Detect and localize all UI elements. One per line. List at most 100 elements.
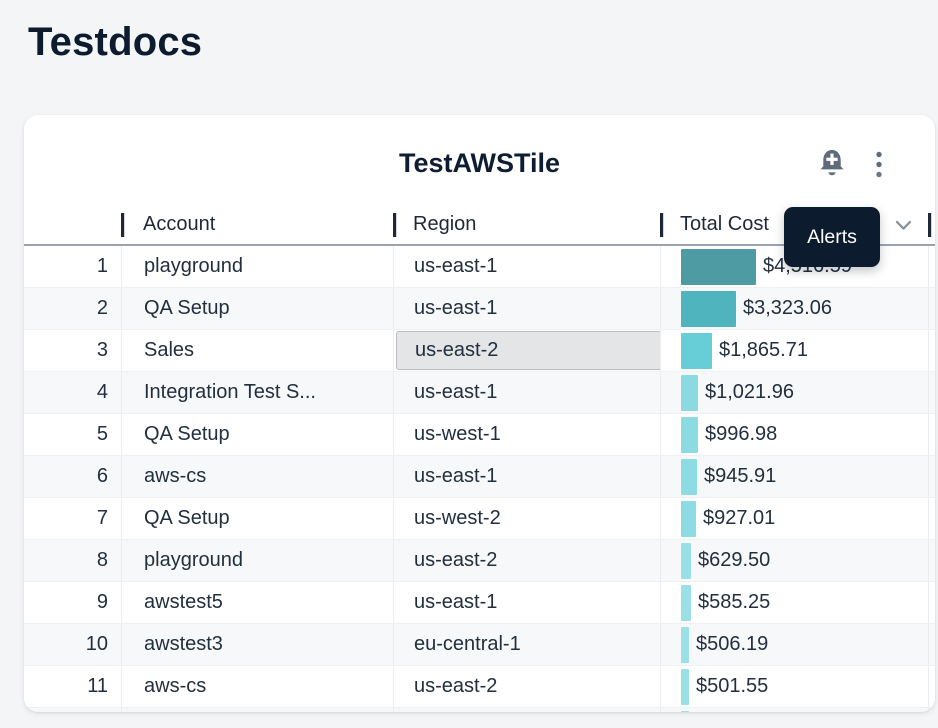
region-cell[interactable]: us-east-1: [393, 582, 660, 623]
region-cell-value: us-east-1: [414, 465, 498, 487]
total-cost-cell[interactable]: $629.50: [660, 540, 928, 581]
region-cell[interactable]: us-east-1: [393, 288, 660, 329]
cost-bar: [681, 458, 697, 495]
tile-menu-button[interactable]: [871, 150, 887, 180]
table-row: 2 QA Setup us-east-1 $3,323.06: [24, 288, 935, 330]
table-row: 1 playground us-east-1 $4,516.59: [24, 246, 935, 288]
total-cost-cell[interactable]: $945.91: [660, 456, 928, 497]
total-cost-cell[interactable]: $3,323.06: [660, 288, 928, 329]
cost-value: $1,865.71: [719, 339, 808, 361]
extra-column-sliver: [928, 624, 935, 665]
account-cell[interactable]: awstest5: [121, 582, 393, 623]
bell-plus-icon: [820, 150, 844, 176]
region-cell[interactable]: us-west-1: [393, 414, 660, 455]
account-cell[interactable]: aws-cs: [121, 456, 393, 497]
account-cell[interactable]: playground: [121, 540, 393, 581]
region-cell[interactable]: [393, 708, 660, 712]
cost-value: $927.01: [703, 507, 776, 529]
account-cell[interactable]: QA Setup: [121, 414, 393, 455]
cost-value: $945.91: [704, 465, 777, 487]
account-cell[interactable]: QA Setup: [121, 498, 393, 539]
total-cost-cell[interactable]: $501.55: [660, 666, 928, 707]
region-cell-value: us-west-1: [414, 423, 501, 445]
row-number-cell: 8: [96, 549, 108, 571]
chevron-down-icon: [895, 220, 912, 230]
region-cell-value: us-east-2: [414, 549, 498, 571]
row-number-cell: 11: [87, 675, 108, 697]
tile-title: TestAWSTile: [398, 148, 561, 178]
extra-column-sliver: [928, 330, 935, 371]
region-cell-value: us-east-1: [414, 297, 498, 319]
total-cost-cell[interactable]: $1,021.96: [660, 372, 928, 413]
table-row: 4 Integration Test S... us-east-1 $1,021…: [24, 372, 935, 414]
cost-bar: [681, 542, 691, 579]
row-number-cell: 1: [96, 255, 108, 277]
account-cell[interactable]: awstest3: [121, 624, 393, 665]
region-cell[interactable]: us-east-1: [393, 372, 660, 413]
account-cell[interactable]: Integration Test S...: [121, 372, 393, 413]
account-cell[interactable]: QA Setup: [121, 288, 393, 329]
cost-bar: [681, 500, 696, 537]
extra-column-sliver: [928, 456, 935, 497]
extra-column-sliver: [928, 372, 935, 413]
region-cell-value: [394, 708, 660, 712]
total-cost-cell[interactable]: $996.98: [660, 414, 928, 455]
table-row: 7 QA Setup us-west-2 $927.01: [24, 498, 935, 540]
region-cell[interactable]: us-east-2: [393, 330, 660, 371]
account-cell[interactable]: playground: [121, 246, 393, 287]
region-cell[interactable]: us-east-1: [393, 456, 660, 497]
header-row-number: [24, 205, 121, 244]
table-row: 10 awstest3 eu-central-1 $506.19: [24, 624, 935, 666]
table-row: 6 aws-cs us-east-1 $945.91: [24, 456, 935, 498]
alerts-button[interactable]: [816, 148, 848, 182]
row-number-cell: 6: [96, 465, 108, 487]
table-row: 8 playground us-east-2 $629.50: [24, 540, 935, 582]
column-menu-button[interactable]: [895, 219, 912, 231]
cost-value: $1,021.96: [705, 381, 794, 403]
extra-column-sliver: [928, 666, 935, 707]
table-header-row: Account Region Total Cost: [24, 205, 935, 246]
cost-bar: [681, 290, 736, 327]
region-cell-value: us-east-2: [396, 331, 660, 370]
header-region[interactable]: Region: [393, 205, 660, 244]
extra-column-sliver: [928, 246, 935, 287]
extra-column-sliver: [928, 708, 935, 712]
total-cost-cell[interactable]: $585.25: [660, 582, 928, 623]
region-cell[interactable]: us-west-2: [393, 498, 660, 539]
total-cost-cell[interactable]: [660, 708, 928, 712]
total-cost-cell[interactable]: $1,865.71: [660, 330, 928, 371]
extra-column-sliver: [928, 288, 935, 329]
region-cell[interactable]: us-east-2: [393, 666, 660, 707]
cost-value: $996.98: [705, 423, 778, 445]
region-cell-value: us-east-2: [414, 675, 498, 697]
region-cell-value: us-east-1: [414, 591, 498, 613]
region-cell[interactable]: eu-central-1: [393, 624, 660, 665]
row-number-cell: [24, 708, 121, 712]
header-total-cost[interactable]: Total Cost: [660, 205, 928, 244]
cost-bar: [681, 332, 712, 369]
account-cell[interactable]: aws-cs: [121, 666, 393, 707]
table-row: 3 Sales us-east-2 $1,865.71: [24, 330, 935, 372]
row-number-cell: 2: [96, 297, 108, 319]
table-body: 1 playground us-east-1 $4,516.59 2 QA Se…: [24, 246, 935, 712]
cost-value: $585.25: [698, 591, 771, 613]
table-row: 11 aws-cs us-east-2 $501.55: [24, 666, 935, 708]
total-cost-cell[interactable]: $927.01: [660, 498, 928, 539]
cost-bar: [681, 374, 698, 411]
account-cell[interactable]: [121, 708, 393, 712]
header-account[interactable]: Account: [121, 205, 393, 244]
region-cell[interactable]: us-east-2: [393, 540, 660, 581]
header-extra-column: [928, 205, 935, 244]
total-cost-cell[interactable]: $506.19: [660, 624, 928, 665]
extra-column-sliver: [928, 582, 935, 623]
account-cell[interactable]: Sales: [121, 330, 393, 371]
region-cell[interactable]: us-east-1: [393, 246, 660, 287]
row-number-cell: 3: [96, 339, 108, 361]
table-row: [24, 708, 935, 712]
row-number-cell: 4: [96, 381, 108, 403]
row-number-cell: 9: [96, 591, 108, 613]
extra-column-sliver: [928, 540, 935, 581]
alerts-tooltip-label: Alerts: [807, 225, 857, 248]
cost-bar: [681, 584, 691, 621]
region-cell-value: us-west-2: [414, 507, 501, 529]
